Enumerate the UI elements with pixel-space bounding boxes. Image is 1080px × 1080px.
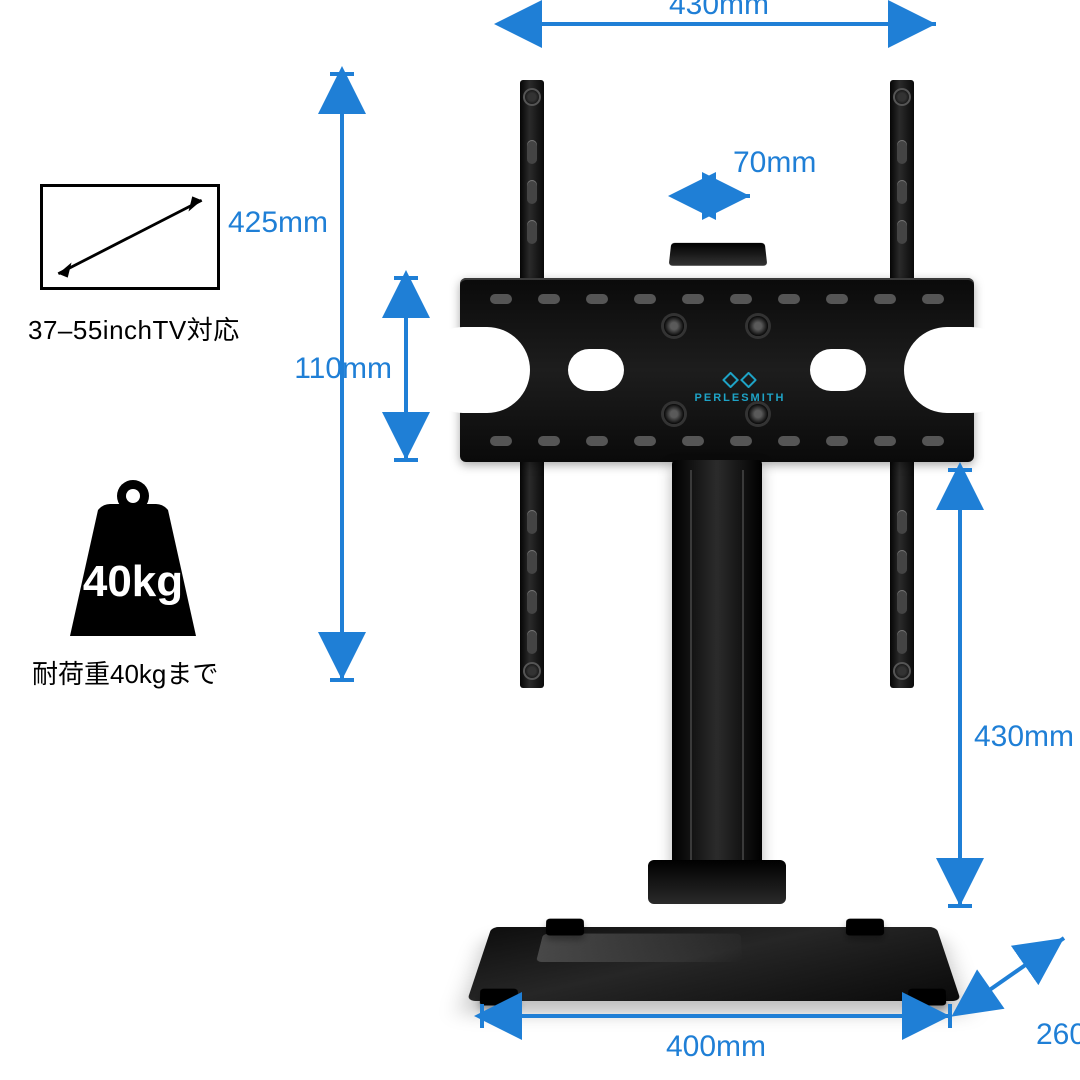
brand-diamonds-icon — [723, 372, 757, 388]
foot-front-left — [480, 989, 518, 1006]
svg-text:430mm: 430mm — [669, 0, 769, 25]
glass-base — [467, 927, 961, 1001]
mount-plate — [460, 278, 974, 462]
svg-text:430mm: 430mm — [669, 0, 769, 21]
diagonal-arrow-icon — [43, 187, 217, 287]
column-collar — [648, 860, 786, 904]
tv-stand-illustration: PERLESMITH — [420, 40, 1060, 1040]
svg-text:110mm: 110mm — [294, 352, 392, 385]
foot-front-right — [908, 989, 946, 1006]
brand-name: PERLESMITH — [695, 392, 786, 404]
center-column — [672, 460, 762, 888]
top-cap — [669, 243, 768, 266]
foot-back-left — [546, 919, 584, 936]
weight-value: 40kg — [83, 557, 183, 606]
stage: 37–55inchTV対応 40kg 耐荷重40kgまで — [0, 0, 1080, 1080]
screen-size-label: 37–55inchTV対応 — [28, 310, 240, 347]
weight-icon: 40kg — [48, 476, 218, 636]
weight-label: 耐荷重40kgまで — [32, 654, 218, 691]
brand-logo: PERLESMITH — [695, 372, 786, 404]
svg-text:425mm: 425mm — [228, 206, 328, 239]
screen-size-box — [40, 184, 220, 290]
foot-back-right — [846, 919, 884, 936]
